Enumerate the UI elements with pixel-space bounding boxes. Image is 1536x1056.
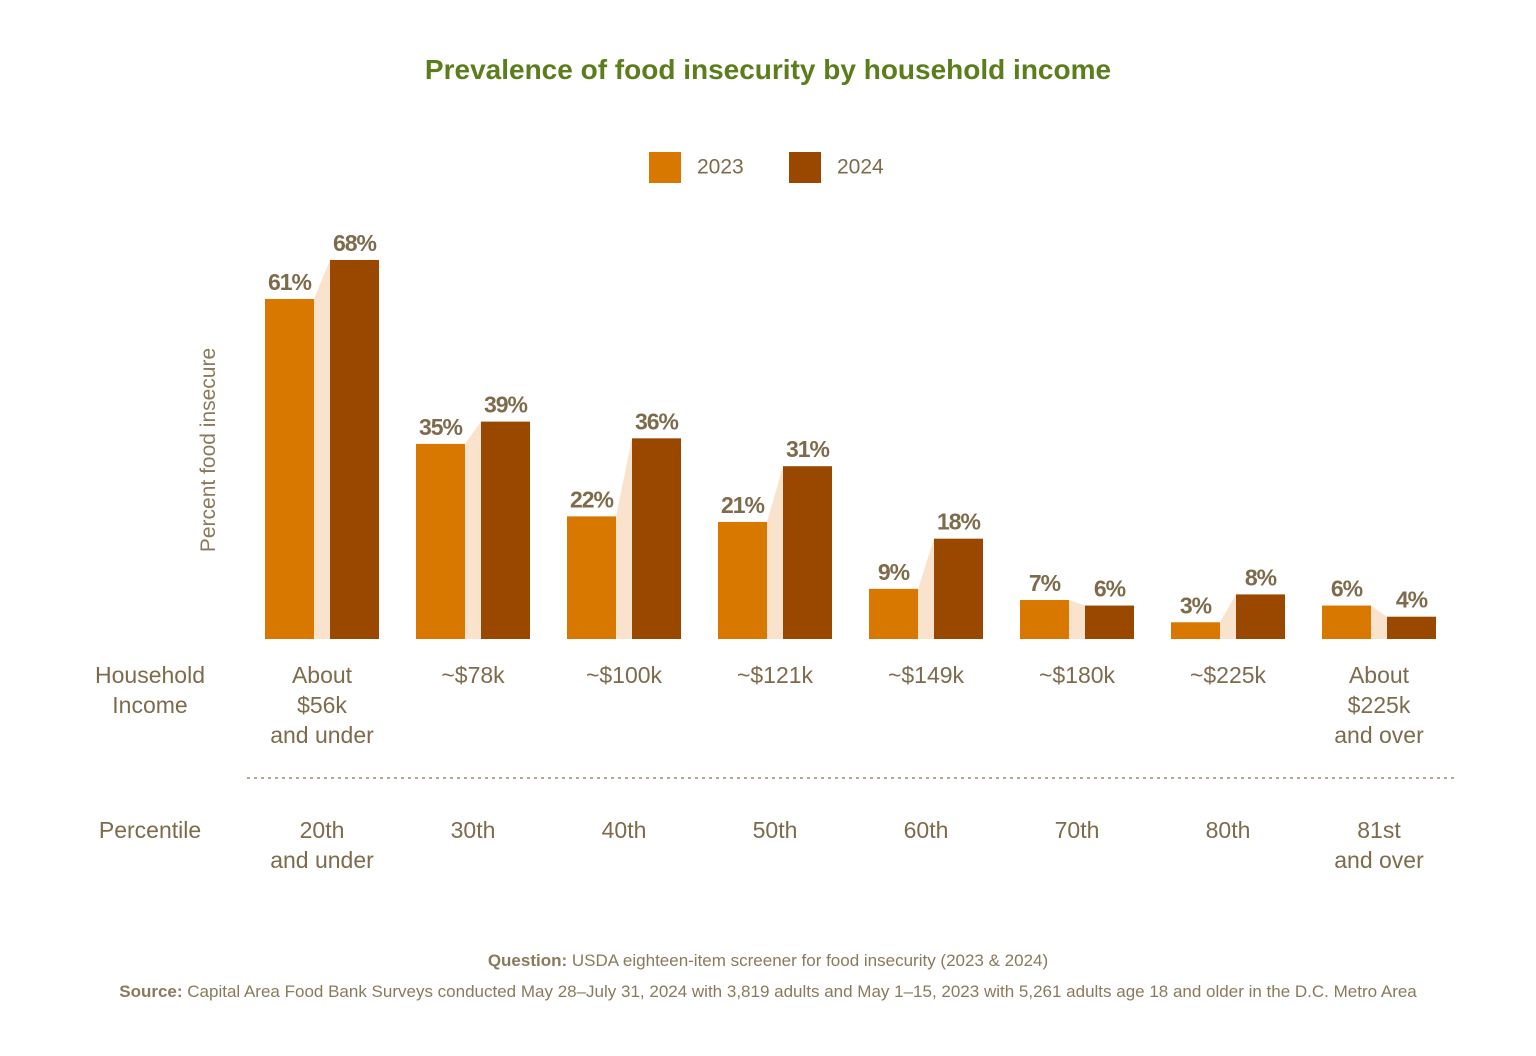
- note-text: USDA eighteen-item screener for food ins…: [571, 951, 1049, 970]
- value-label: 36%: [635, 408, 679, 434]
- y-axis-label: Percent food insecure: [197, 348, 220, 552]
- bar: [1322, 605, 1371, 639]
- bar: [632, 438, 681, 639]
- legend-label: 2023: [697, 156, 744, 179]
- percentile-label: 60th: [903, 817, 949, 843]
- legend-swatch: [789, 152, 821, 183]
- value-label: 7%: [1029, 570, 1061, 596]
- bar: [1387, 616, 1436, 639]
- value-label: 9%: [878, 559, 910, 585]
- value-label: 6%: [1094, 576, 1126, 602]
- connector: [1371, 605, 1387, 639]
- value-label: 61%: [268, 269, 312, 295]
- category-label: ~$149k: [887, 662, 965, 688]
- bar: [1171, 622, 1220, 639]
- connector: [314, 259, 330, 639]
- note-text: Capital Area Food Bank Surveys conducted…: [187, 982, 1417, 1001]
- connector: [918, 538, 934, 639]
- bar: [1085, 605, 1134, 639]
- note-label: Question:: [487, 951, 568, 970]
- category-label: About $56k and under: [270, 662, 374, 748]
- value-label: 21%: [721, 492, 765, 518]
- bar: [265, 298, 314, 639]
- chart-title: Prevalence of food insecurity by househo…: [424, 54, 1112, 85]
- bar: [1236, 594, 1285, 639]
- value-label: 31%: [786, 436, 830, 462]
- category-label: ~$225k: [1189, 662, 1267, 688]
- percentile-label: 30th: [450, 817, 496, 843]
- row-label: Household Income: [95, 662, 205, 718]
- category-label: ~$180k: [1038, 662, 1116, 688]
- percentile-label: 50th: [752, 817, 798, 843]
- bar: [1020, 599, 1069, 639]
- value-label: 4%: [1396, 587, 1428, 613]
- value-label: 6%: [1331, 576, 1363, 602]
- value-label: 68%: [333, 230, 377, 256]
- percentile-label: 81st and over: [1334, 817, 1424, 873]
- connector: [465, 421, 481, 639]
- connector: [1220, 594, 1236, 639]
- percentile-label: 80th: [1205, 817, 1251, 843]
- source-note: Source: Capital Area Food Bank Surveys c…: [0, 982, 1536, 1002]
- bar: [718, 521, 767, 639]
- category-label: About $225k and over: [1334, 662, 1424, 748]
- category-label: ~$100k: [585, 662, 663, 688]
- connector: [616, 438, 632, 639]
- percentile-label: 20th and under: [270, 817, 374, 873]
- category-label: ~$121k: [736, 662, 814, 688]
- connector: [767, 466, 783, 639]
- bar: [416, 443, 465, 639]
- bar: [330, 259, 379, 639]
- value-label: 8%: [1245, 564, 1277, 590]
- question-note: Question: USDA eighteen-item screener fo…: [0, 951, 1536, 971]
- bar: [934, 538, 983, 639]
- percentile-label: 40th: [601, 817, 647, 843]
- bar: [783, 466, 832, 639]
- bar: [567, 516, 616, 639]
- bar: [481, 421, 530, 639]
- bar: [869, 588, 918, 639]
- category-label: ~$78k: [441, 662, 505, 688]
- value-label: 22%: [570, 486, 614, 512]
- note-label: Source:: [119, 982, 183, 1001]
- value-label: 35%: [419, 414, 463, 440]
- connector: [1069, 599, 1085, 639]
- percentile-label: 70th: [1054, 817, 1100, 843]
- row-label: Percentile: [98, 817, 202, 843]
- value-label: 39%: [484, 392, 528, 418]
- legend-swatch: [649, 152, 681, 183]
- legend-label: 2024: [837, 156, 884, 179]
- value-label: 3%: [1180, 592, 1212, 618]
- value-label: 18%: [937, 509, 981, 535]
